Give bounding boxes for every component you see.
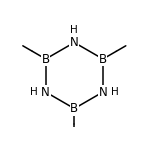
Text: B: B [70, 102, 78, 115]
Text: H: H [111, 87, 119, 97]
Text: N: N [41, 86, 50, 99]
Text: N: N [70, 36, 79, 49]
Text: N: N [99, 86, 107, 99]
Text: B: B [99, 52, 107, 65]
Text: H: H [70, 25, 78, 35]
Text: H: H [30, 87, 38, 97]
Text: B: B [42, 52, 50, 65]
